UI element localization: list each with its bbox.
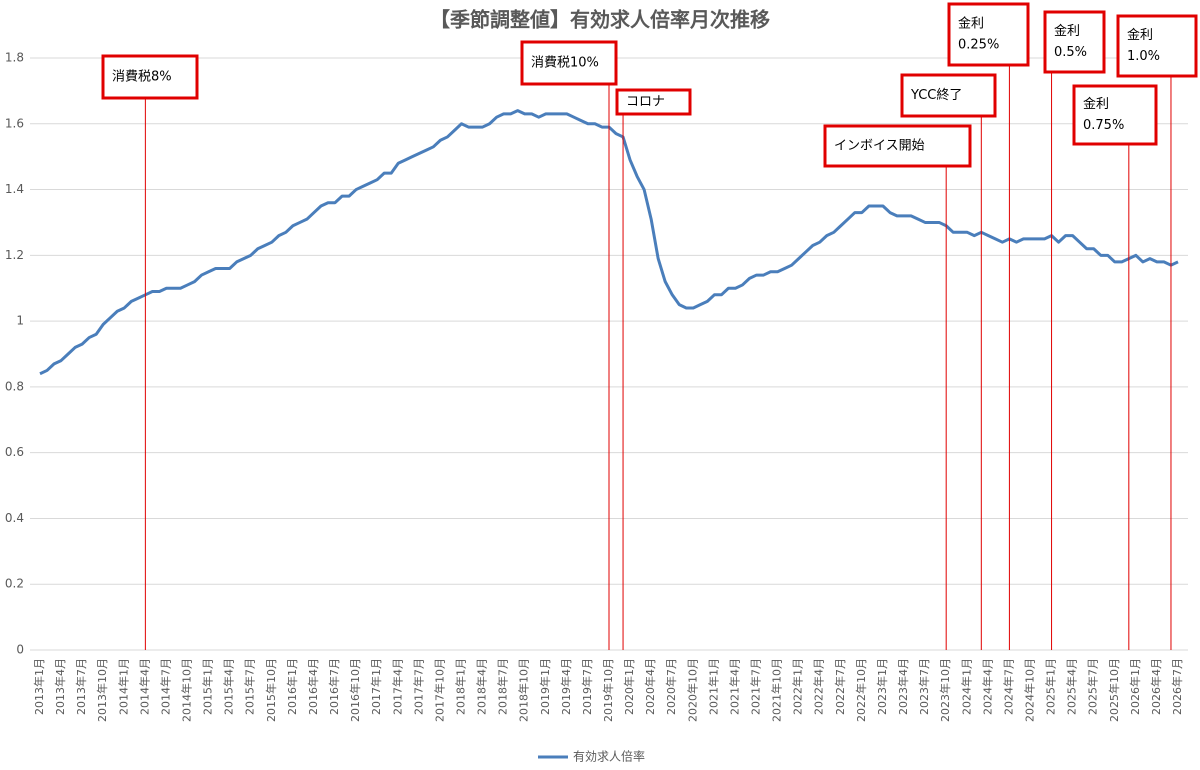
x-tick-label: 2016年7月 (327, 658, 341, 715)
x-tick-label: 2019年10月 (601, 658, 615, 722)
x-tick-label: 2013年1月 (32, 658, 46, 715)
x-tick-label: 2021年7月 (749, 658, 763, 715)
x-tick-label: 2016年1月 (285, 658, 299, 715)
x-tick-label: 2013年7月 (74, 658, 88, 715)
x-tick-label: 2020年7月 (664, 658, 678, 715)
y-tick-label: 0.4 (5, 511, 24, 525)
x-tick-label: 2025年1月 (1044, 658, 1058, 715)
x-tick-label: 2020年10月 (685, 658, 699, 722)
x-tick-label: 2024年7月 (1001, 658, 1015, 715)
x-tick-label: 2014年4月 (137, 658, 151, 715)
annotation-box (947, 2, 1030, 67)
x-tick-label: 2022年10月 (854, 658, 868, 722)
x-tick-label: 2015年4月 (222, 658, 236, 715)
annotation-text: 金利 (958, 16, 984, 32)
y-tick-label: 0.8 (5, 379, 24, 393)
x-tick-label: 2015年7月 (243, 658, 257, 715)
x-tick-label: 2024年4月 (980, 658, 994, 715)
annotation-box (1043, 10, 1106, 74)
annotation-box (1072, 84, 1158, 146)
x-tick-label: 2026年1月 (1128, 658, 1142, 715)
x-tick-label: 2013年4月 (53, 658, 67, 715)
x-tick-label: 2020年1月 (622, 658, 636, 715)
x-tick-label: 2025年10月 (1107, 658, 1121, 722)
annotation-text: 金利 (1083, 96, 1109, 112)
annotation-text: 1.0% (1127, 49, 1160, 64)
x-tick-label: 2017年10月 (432, 658, 446, 722)
annotation-text: コロナ (626, 95, 665, 110)
x-tick-label: 2023年4月 (896, 658, 910, 715)
annotation-box (1116, 14, 1198, 78)
y-tick-label: 1.4 (5, 182, 24, 196)
x-tick-label: 2020年4月 (643, 658, 657, 715)
annotation-text: 0.25% (958, 38, 999, 53)
x-tick-label: 2023年7月 (917, 658, 931, 715)
annotation-box (520, 40, 618, 86)
annotation-box (900, 73, 997, 118)
x-tick-label: 2021年4月 (727, 658, 741, 715)
x-tick-label: 2015年10月 (264, 658, 278, 722)
x-tick-label: 2018年1月 (453, 658, 467, 715)
x-tick-label: 2022年1月 (791, 658, 805, 715)
x-tick-label: 2014年1月 (116, 658, 130, 715)
x-tick-label: 2025年7月 (1086, 658, 1100, 715)
annotation-text: YCC終了 (910, 87, 962, 103)
annotation-text: 消費税8% (112, 70, 172, 85)
x-tick-label: 2018年4月 (475, 658, 489, 715)
y-tick-label: 1.6 (5, 116, 24, 130)
annotation-text: 消費税10% (531, 56, 599, 71)
annotation-text: 0.75% (1083, 118, 1124, 133)
annotation-text: 金利 (1127, 27, 1153, 43)
annotation-box (823, 124, 972, 168)
x-tick-label: 2019年7月 (580, 658, 594, 715)
x-tick-label: 2017年1月 (369, 658, 383, 715)
x-tick-label: 2024年10月 (1022, 658, 1036, 722)
x-tick-label: 2014年10月 (180, 658, 194, 722)
x-tick-label: 2023年10月 (938, 658, 952, 722)
x-tick-label: 2019年4月 (559, 658, 573, 715)
annotation-box (101, 54, 199, 100)
x-tick-label: 2026年7月 (1170, 658, 1184, 715)
y-tick-label: 1 (16, 314, 24, 328)
x-tick-label: 2016年4月 (306, 658, 320, 715)
x-tick-label: 2021年1月 (706, 658, 720, 715)
y-tick-label: 0 (16, 643, 24, 657)
x-tick-label: 2018年10月 (517, 658, 531, 722)
annotation-box (615, 88, 692, 116)
x-tick-label: 2022年7月 (833, 658, 847, 715)
x-tick-label: 2015年1月 (201, 658, 215, 715)
x-tick-label: 2025年4月 (1065, 658, 1079, 715)
x-tick-label: 2016年10月 (348, 658, 362, 722)
x-tick-label: 2026年4月 (1149, 658, 1163, 715)
x-tick-label: 2024年1月 (959, 658, 973, 715)
annotation-text: 金利 (1054, 23, 1080, 39)
annotation-text: インボイス開始 (834, 139, 925, 154)
y-tick-label: 0.2 (5, 577, 24, 591)
x-tick-label: 2013年10月 (95, 658, 109, 722)
x-tick-label: 2018年7月 (496, 658, 510, 715)
x-tick-label: 2022年4月 (812, 658, 826, 715)
y-tick-label: 0.6 (5, 445, 24, 459)
y-tick-label: 1.2 (5, 248, 24, 262)
x-tick-label: 2019年1月 (538, 658, 552, 715)
x-tick-label: 2017年4月 (390, 658, 404, 715)
legend-label: 有効求人倍率 (573, 749, 645, 764)
chart-title: 【季節調整値】有効求人倍率月次推移 (430, 8, 770, 32)
annotation-text: 0.5% (1054, 45, 1087, 60)
x-tick-label: 2014年7月 (158, 658, 172, 715)
x-tick-label: 2023年1月 (875, 658, 889, 715)
x-tick-label: 2017年7月 (411, 658, 425, 715)
y-tick-label: 1.8 (5, 51, 24, 65)
x-tick-label: 2021年10月 (770, 658, 784, 722)
